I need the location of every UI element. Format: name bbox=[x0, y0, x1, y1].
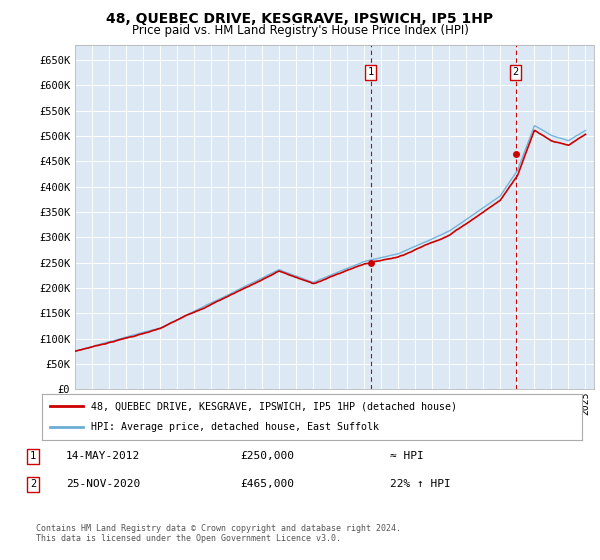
Text: Contains HM Land Registry data © Crown copyright and database right 2024.
This d: Contains HM Land Registry data © Crown c… bbox=[36, 524, 401, 543]
Text: £465,000: £465,000 bbox=[240, 479, 294, 489]
Text: 2: 2 bbox=[512, 67, 519, 77]
Text: 14-MAY-2012: 14-MAY-2012 bbox=[66, 451, 140, 461]
Text: ≈ HPI: ≈ HPI bbox=[390, 451, 424, 461]
Text: 22% ↑ HPI: 22% ↑ HPI bbox=[390, 479, 451, 489]
Text: £250,000: £250,000 bbox=[240, 451, 294, 461]
Text: 2: 2 bbox=[30, 479, 36, 489]
Text: 48, QUEBEC DRIVE, KESGRAVE, IPSWICH, IP5 1HP: 48, QUEBEC DRIVE, KESGRAVE, IPSWICH, IP5… bbox=[106, 12, 494, 26]
Text: 25-NOV-2020: 25-NOV-2020 bbox=[66, 479, 140, 489]
Text: 48, QUEBEC DRIVE, KESGRAVE, IPSWICH, IP5 1HP (detached house): 48, QUEBEC DRIVE, KESGRAVE, IPSWICH, IP5… bbox=[91, 401, 457, 411]
Text: Price paid vs. HM Land Registry's House Price Index (HPI): Price paid vs. HM Land Registry's House … bbox=[131, 24, 469, 37]
Text: HPI: Average price, detached house, East Suffolk: HPI: Average price, detached house, East… bbox=[91, 422, 379, 432]
Text: 1: 1 bbox=[367, 67, 374, 77]
Text: 1: 1 bbox=[30, 451, 36, 461]
